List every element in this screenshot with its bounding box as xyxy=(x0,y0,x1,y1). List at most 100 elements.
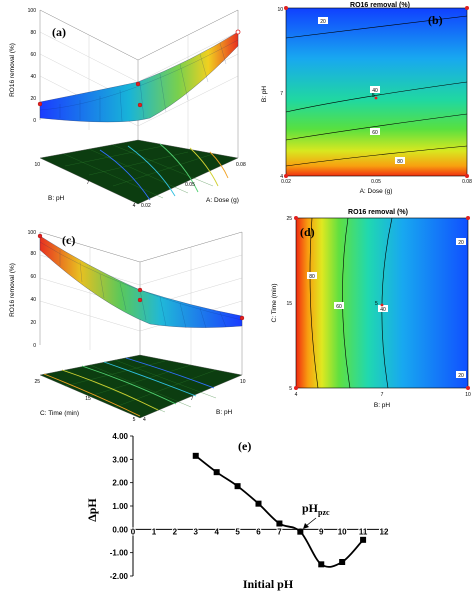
design-corners xyxy=(294,216,470,390)
x-tick-label: 4 xyxy=(214,527,219,536)
panel-label: (a) xyxy=(52,25,66,39)
panel-c: 0 20 40 60 80 100 RO16 removal (%) 25 15… xyxy=(9,230,246,423)
x-tick-label: 5 xyxy=(235,527,240,536)
center-label: 5 xyxy=(375,301,378,307)
z-tick-label: 0 xyxy=(33,343,36,349)
x-tick-label: 10 xyxy=(338,527,347,536)
z-tick-label: 20 xyxy=(30,96,36,102)
design-point xyxy=(37,233,43,239)
contour-lines xyxy=(309,217,393,389)
z-axis-label: RO16 removal (%) xyxy=(9,43,16,97)
design-point xyxy=(137,287,143,293)
contour-label: 20 xyxy=(458,373,464,379)
x-tick-label: 11 xyxy=(359,527,368,536)
design-point xyxy=(239,315,245,321)
contour-label-box xyxy=(370,86,380,93)
data-point xyxy=(297,528,304,535)
design-point xyxy=(137,297,143,303)
floor-contours xyxy=(99,143,229,201)
y-tick-label: 10 xyxy=(240,379,246,385)
data-point xyxy=(192,452,199,459)
x-tick-label: 15 xyxy=(85,396,91,402)
x-tick-label: 0.02 xyxy=(281,179,291,185)
x-tick-label: 4 xyxy=(133,203,136,209)
response-surface xyxy=(39,31,239,123)
surface-mesh xyxy=(39,241,243,329)
design-point xyxy=(235,29,241,35)
z-tick-label: 20 xyxy=(30,320,36,326)
annotation-arrowhead xyxy=(303,523,309,529)
y-tick-label: 3.00 xyxy=(112,455,128,464)
contour-label: 80 xyxy=(397,159,403,165)
surface-mesh xyxy=(39,39,239,122)
y-axis-label: C: Time (min) xyxy=(271,284,278,323)
y-tick-label: 0.08 xyxy=(236,162,246,168)
design-corners xyxy=(284,6,469,178)
y-axis-label: B: pH xyxy=(216,409,233,416)
y-tick-label: -2.00 xyxy=(110,572,129,581)
contour-label-box xyxy=(456,371,466,378)
x-tick-label: 9 xyxy=(319,527,324,536)
panel-label: (b) xyxy=(428,13,443,27)
y-tick-label: -1.00 xyxy=(110,549,129,558)
z-tick-label: 60 xyxy=(30,274,36,280)
y-tick-label: 0.00 xyxy=(112,525,128,534)
contour-label-box xyxy=(370,128,380,135)
panel-label: (d) xyxy=(300,225,315,239)
z-tick-label: 80 xyxy=(30,30,36,36)
contour-label-box xyxy=(318,17,328,24)
x-tick-label: 0 xyxy=(131,527,136,536)
center-point xyxy=(380,303,384,307)
response-surface xyxy=(39,235,243,328)
x-tick-label: 3 xyxy=(194,527,199,536)
panel-label: (e) xyxy=(238,439,251,453)
panel-b: RO16 removal (%) 20 40 60 80 5 0.02 0.05… xyxy=(261,2,472,195)
floor-projection xyxy=(39,139,239,205)
panel-a: 0 20 40 60 80 100 RO16 removal (%) 10 7 … xyxy=(9,8,246,209)
contour-label: 60 xyxy=(336,304,342,310)
floor-grid xyxy=(63,144,214,199)
contour-label: 60 xyxy=(372,130,378,136)
y-tick-label: 4.00 xyxy=(112,432,128,441)
design-point xyxy=(137,102,143,108)
contour-label: 40 xyxy=(380,307,386,313)
x-tick-label: 10 xyxy=(465,392,471,398)
z-tick-label: 40 xyxy=(30,297,36,303)
contour-label: 20 xyxy=(458,240,464,246)
y-tick-label: 7 xyxy=(191,396,194,402)
contour-label-box xyxy=(334,302,344,309)
x-tick-label: 10 xyxy=(34,162,40,168)
x-tick-label: 2 xyxy=(173,527,178,536)
y-axis-label: A: Dose (g) xyxy=(206,197,239,204)
floor-projection xyxy=(39,354,243,419)
contour-label-box xyxy=(307,272,317,279)
y-tick-label: 5 xyxy=(289,386,292,392)
x-tick-label: 12 xyxy=(380,527,389,536)
chart-title: RO16 removal (%) xyxy=(348,209,408,216)
y-tick-label: 7 xyxy=(280,91,283,97)
z-tick-label: 80 xyxy=(30,251,36,257)
y-axis-label: ΔpH xyxy=(85,498,99,522)
x-axis-label: Initial pH xyxy=(243,577,294,591)
contour-label: 80 xyxy=(309,274,315,280)
y-tick-label: 2.00 xyxy=(112,479,128,488)
data-point xyxy=(360,536,367,543)
data-point xyxy=(213,469,220,476)
z-axis-label: RO16 removal (%) xyxy=(9,263,16,317)
z-tick-label: 100 xyxy=(28,230,37,236)
floor-contours xyxy=(43,357,215,417)
annotation-arrow xyxy=(305,517,317,527)
y-tick-label: 0.02 xyxy=(141,203,151,209)
contour-label: 40 xyxy=(372,88,378,94)
contour-lines xyxy=(285,15,468,167)
z-tick-label: 60 xyxy=(30,52,36,58)
y-tick-label: 4 xyxy=(280,174,283,180)
y-axis-label: B: pH xyxy=(261,86,268,103)
y-tick-label: 10 xyxy=(277,7,283,13)
design-point xyxy=(37,101,43,107)
x-tick-label: 1 xyxy=(152,527,157,536)
y-tick-label: 4 xyxy=(143,417,146,423)
panel-e: 4.003.002.001.000.00-1.00-2.00 012345678… xyxy=(85,432,390,591)
data-point xyxy=(339,559,346,565)
x-tick-label: 6 xyxy=(256,527,261,536)
